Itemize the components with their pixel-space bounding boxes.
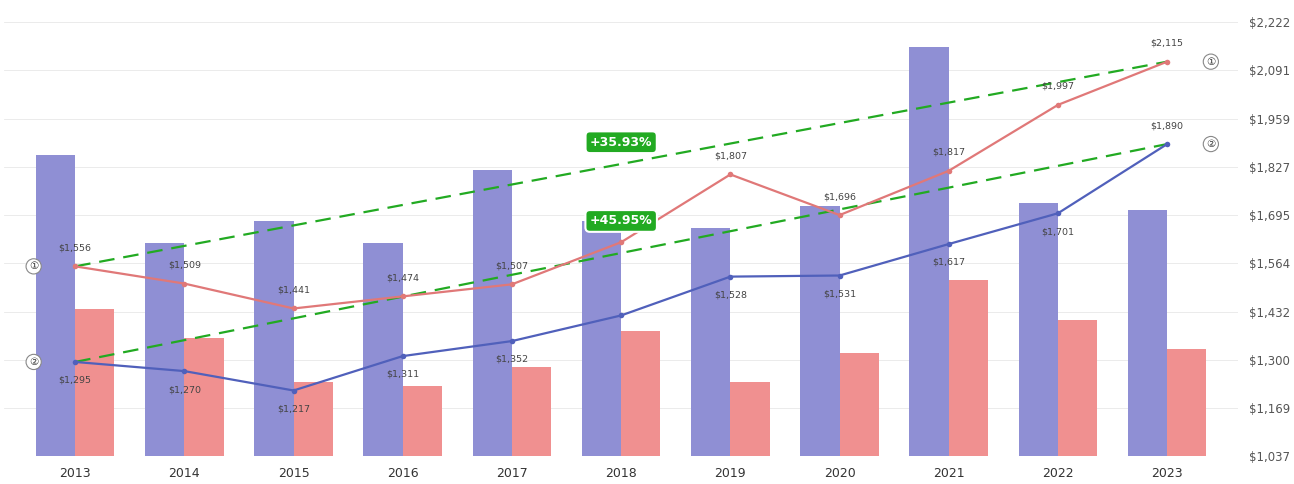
Bar — [145, 243, 184, 484]
Text: $1,474: $1,474 — [387, 273, 419, 283]
Bar — [1018, 203, 1058, 484]
Text: +45.95%: +45.95% — [590, 214, 652, 227]
Bar — [1167, 349, 1206, 484]
Bar — [949, 280, 989, 484]
Text: ②: ② — [1206, 139, 1215, 149]
Text: $1,997: $1,997 — [1042, 82, 1074, 91]
Text: $1,295: $1,295 — [58, 376, 92, 385]
Text: $1,311: $1,311 — [386, 370, 419, 379]
Text: $1,617: $1,617 — [932, 258, 965, 267]
Text: $1,696: $1,696 — [823, 192, 857, 201]
Bar — [582, 221, 621, 484]
Bar — [254, 221, 294, 484]
Bar — [730, 382, 770, 484]
Bar — [691, 228, 730, 484]
Text: $1,817: $1,817 — [932, 148, 965, 157]
Text: $1,701: $1,701 — [1042, 227, 1074, 236]
Bar — [184, 338, 224, 484]
Bar — [294, 382, 333, 484]
Text: +35.93%: +35.93% — [590, 136, 652, 149]
Text: $1,531: $1,531 — [823, 289, 857, 299]
Bar — [800, 206, 840, 484]
Bar — [1058, 320, 1097, 484]
Text: $1,509: $1,509 — [168, 261, 201, 270]
Bar — [840, 353, 879, 484]
Bar — [910, 47, 949, 484]
Bar — [36, 155, 75, 484]
Text: $1,807: $1,807 — [714, 151, 747, 161]
Text: $1,528: $1,528 — [714, 290, 747, 300]
Text: $1,890: $1,890 — [1150, 121, 1184, 130]
Bar — [1128, 210, 1167, 484]
Text: $1,507: $1,507 — [496, 261, 528, 271]
Bar — [621, 331, 660, 484]
Text: ②: ② — [28, 357, 39, 367]
Text: $2,115: $2,115 — [1150, 39, 1184, 48]
Bar — [402, 386, 443, 484]
Text: ①: ① — [28, 261, 39, 272]
Text: $1,270: $1,270 — [168, 385, 201, 394]
Text: $1,352: $1,352 — [496, 355, 528, 364]
Bar — [472, 170, 512, 484]
Text: $1,556: $1,556 — [58, 243, 92, 253]
Text: $1,441: $1,441 — [277, 286, 311, 295]
Text: $1,622: $1,622 — [604, 219, 638, 228]
Text: $1,217: $1,217 — [277, 405, 311, 413]
Text: ①: ① — [1206, 57, 1215, 67]
Bar — [364, 243, 402, 484]
Bar — [75, 309, 114, 484]
Bar — [512, 367, 551, 484]
